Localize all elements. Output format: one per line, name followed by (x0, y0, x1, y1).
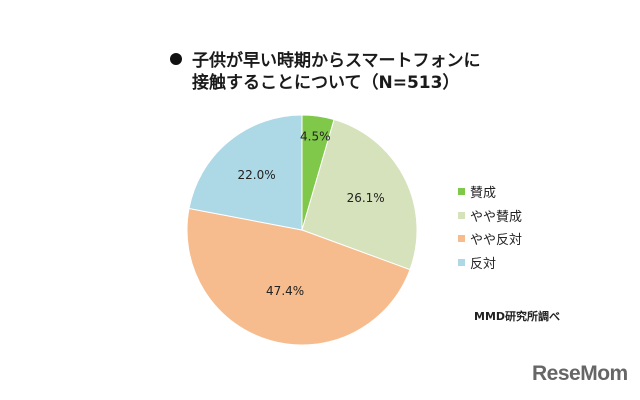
legend-item-agree: 賛成 (458, 180, 522, 204)
resemom-logo: ReseMom (532, 362, 628, 385)
slice-somewhat-disagree (186, 207, 411, 346)
legend-swatch (458, 235, 465, 243)
legend-swatch (458, 188, 465, 196)
source-note: MMD研究所調べ (474, 310, 561, 323)
chart-title: 子供が早い時期からスマートフォンに 接触することについて（N=513） (170, 50, 500, 94)
slice-label: 47.4% (266, 284, 304, 298)
legend-item-somewhat-disagree: やや反対 (458, 227, 522, 251)
legend: 賛成 やや賛成 やや反対 反対 (458, 180, 522, 274)
legend-item-disagree: 反対 (458, 251, 522, 275)
slice-label: 26.1% (347, 191, 385, 205)
legend-swatch (458, 211, 465, 219)
slice-somewhat-agree (301, 118, 418, 271)
title-line-2: 接触することについて（N=513） (192, 73, 460, 93)
slice-label: 22.0% (237, 168, 275, 182)
slice-disagree (188, 114, 303, 231)
slice-label: 4.5% (300, 130, 331, 144)
bullet-icon (170, 53, 182, 65)
legend-item-somewhat-agree: やや賛成 (458, 204, 522, 228)
title-line-1: 子供が早い時期からスマートフォンに (192, 51, 481, 71)
legend-swatch (458, 258, 465, 266)
